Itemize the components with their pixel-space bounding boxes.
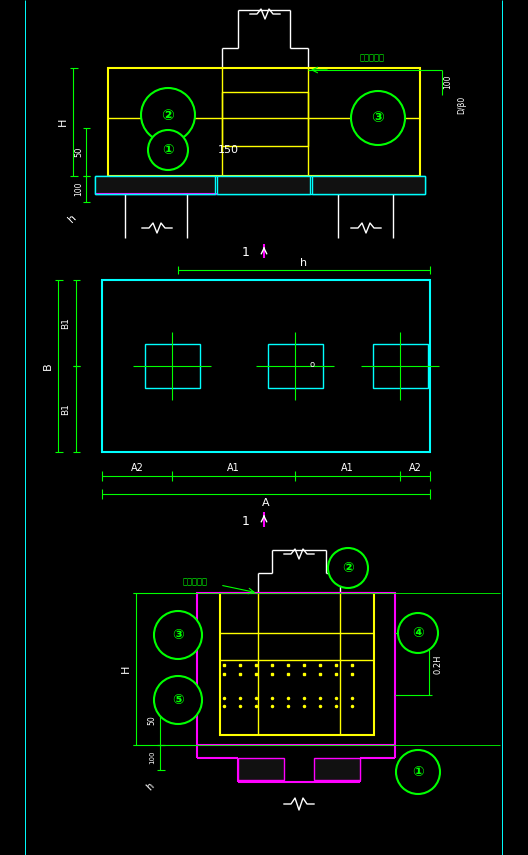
Text: ③: ③: [372, 110, 384, 126]
Circle shape: [328, 548, 368, 588]
Text: 100: 100: [149, 750, 155, 764]
Circle shape: [396, 750, 440, 794]
Text: H: H: [121, 665, 131, 673]
Text: ②: ②: [162, 108, 174, 122]
Bar: [197, 593, 395, 745]
Bar: [314, 758, 360, 780]
Text: H: H: [58, 118, 68, 127]
Text: 100: 100: [74, 182, 83, 197]
Bar: [314, 758, 360, 780]
Bar: [217, 176, 310, 194]
Text: 1: 1: [242, 515, 250, 528]
Text: ③: ③: [172, 628, 184, 642]
Bar: [145, 344, 200, 388]
Text: 50: 50: [74, 147, 83, 157]
Text: ④: ④: [412, 626, 424, 640]
Text: 承台顶标高: 承台顶标高: [360, 54, 385, 62]
Circle shape: [398, 613, 438, 653]
Text: h: h: [300, 258, 308, 268]
Text: A1: A1: [227, 463, 239, 473]
Text: D/β0: D/β0: [457, 96, 467, 114]
Bar: [238, 758, 284, 780]
Bar: [312, 176, 425, 194]
Text: 承台顶标高: 承台顶标高: [183, 577, 208, 587]
Bar: [108, 68, 420, 176]
Circle shape: [351, 91, 405, 145]
Bar: [220, 593, 374, 735]
Text: ②: ②: [342, 561, 354, 575]
Text: ①: ①: [412, 765, 424, 779]
Bar: [373, 344, 428, 388]
Circle shape: [141, 88, 195, 142]
Text: A1: A1: [341, 463, 353, 473]
Text: B1: B1: [61, 403, 71, 415]
Bar: [222, 92, 308, 146]
Text: h: h: [144, 781, 156, 793]
Text: 0.2H: 0.2H: [433, 654, 442, 674]
Bar: [95, 176, 215, 194]
Text: B1: B1: [61, 317, 71, 329]
Bar: [268, 344, 323, 388]
Bar: [238, 758, 284, 780]
Bar: [95, 176, 215, 194]
Text: 100: 100: [444, 74, 452, 89]
Circle shape: [148, 130, 188, 170]
Text: B: B: [43, 363, 53, 370]
Text: ⑤: ⑤: [172, 693, 184, 707]
Text: 150: 150: [218, 145, 239, 155]
Bar: [312, 176, 425, 194]
Text: 50: 50: [147, 715, 156, 725]
Text: A2: A2: [130, 463, 144, 473]
Text: ①: ①: [162, 143, 174, 157]
Text: A: A: [262, 498, 270, 508]
Text: o: o: [309, 359, 315, 369]
Bar: [217, 176, 310, 194]
Text: A2: A2: [409, 463, 421, 473]
Bar: [102, 280, 430, 452]
Circle shape: [154, 611, 202, 659]
Circle shape: [154, 676, 202, 724]
Text: h: h: [66, 212, 78, 224]
Text: 1: 1: [242, 245, 250, 258]
